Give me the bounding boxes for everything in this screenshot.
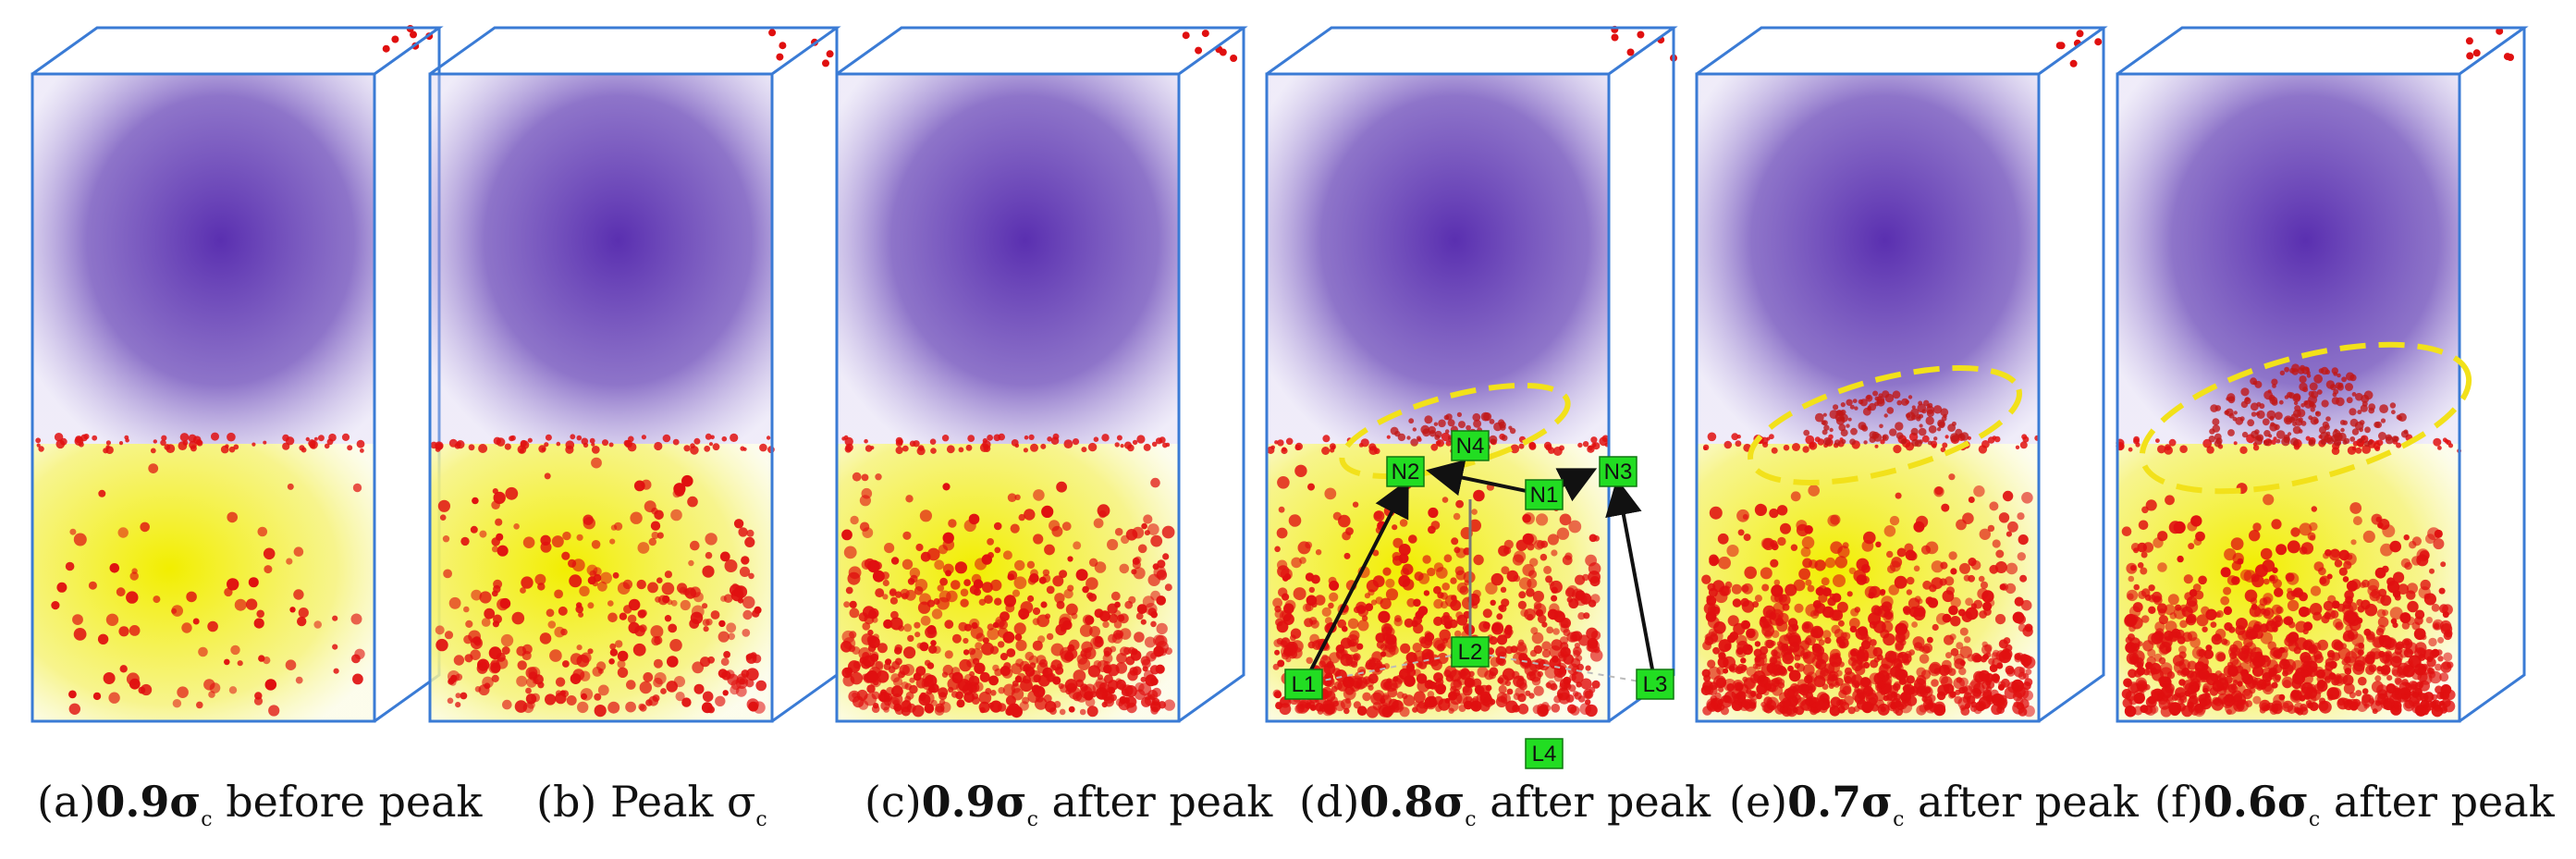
- caption-prefix: (c): [865, 777, 922, 827]
- caption-prefix: (b) Peak σ: [536, 777, 756, 827]
- caption-c: (c)0.9σc after peak: [865, 777, 1272, 831]
- upper-region: [2117, 74, 2459, 444]
- node-n1: N1: [1525, 479, 1564, 510]
- caption-subscript: c: [201, 808, 213, 832]
- failure-zone-ellipse: [1748, 365, 2022, 485]
- upper-region: [837, 74, 1179, 444]
- panels-group: [31, 25, 2529, 723]
- caption-suffix: after peak: [1476, 777, 1711, 827]
- caption-value: 0.7σ: [1787, 777, 1894, 827]
- node-n3: N3: [1599, 456, 1638, 487]
- box-wireframe: [835, 26, 1248, 723]
- node-l1: L1: [1284, 669, 1323, 700]
- particle-cloud: [1700, 30, 2103, 718]
- panel-c: [835, 26, 1248, 723]
- node-l3: L3: [1636, 669, 1674, 700]
- caption-value: 0.8σ: [1359, 777, 1466, 827]
- upper-region: [32, 74, 374, 444]
- caption-suffix: after peak: [1904, 777, 2139, 827]
- particle-cloud: [840, 30, 1238, 718]
- node-n4: N4: [1451, 430, 1490, 461]
- node-label: N1: [1530, 483, 1559, 508]
- annotations-group: N1 N2 N3 N4 L1 L2 L3 L4: [1284, 430, 1674, 769]
- upper-region: [430, 74, 772, 444]
- particle-cloud: [2116, 27, 2514, 718]
- node-l2: L2: [1451, 636, 1490, 668]
- caption-suffix: before peak: [212, 777, 483, 827]
- panel-d: [1265, 25, 1678, 723]
- box-wireframe: [2116, 26, 2529, 723]
- caption-value: 0.6σ: [2202, 777, 2309, 827]
- failure-zone-ellipse: [2139, 341, 2472, 495]
- panel-a: [31, 25, 444, 723]
- caption-value: 0.9σ: [95, 777, 202, 827]
- caption-subscript: c: [1465, 808, 1477, 832]
- caption-f: (f)0.6σc after peak: [2154, 777, 2555, 831]
- lower-region: [32, 444, 374, 721]
- node-label: L4: [1532, 742, 1557, 767]
- particle-cloud: [35, 25, 434, 717]
- caption-value: 0.9σ: [921, 777, 1027, 827]
- caption-subscript: c: [1026, 808, 1038, 832]
- panel-f: [2116, 26, 2529, 723]
- node-n2: N2: [1386, 456, 1425, 487]
- caption-prefix: (e): [1729, 777, 1788, 827]
- caption-b: (b) Peak σc: [536, 777, 767, 831]
- caption-subscript: c: [755, 808, 767, 832]
- caption-d: (d)0.8σc after peak: [1299, 777, 1711, 831]
- panel-b: [428, 26, 841, 723]
- arrow-L3-N3: [1605, 478, 1657, 685]
- box-wireframe: [1695, 26, 2108, 723]
- node-label: N2: [1392, 460, 1420, 485]
- node-label: N4: [1456, 434, 1485, 459]
- upper-region: [1697, 74, 2039, 444]
- caption-prefix: (a): [37, 777, 96, 827]
- node-label: L2: [1458, 640, 1483, 665]
- caption-subscript: c: [1893, 808, 1905, 832]
- panel-e: [1695, 26, 2108, 723]
- caption-suffix: after peak: [1037, 777, 1273, 827]
- node-l4: L4: [1525, 738, 1564, 769]
- caption-suffix: after peak: [2320, 777, 2555, 827]
- node-label: L1: [1292, 672, 1317, 697]
- upper-region: [1267, 74, 1609, 444]
- caption-a: (a)0.9σc before peak: [37, 777, 482, 831]
- caption-prefix: (d): [1299, 777, 1360, 827]
- node-label: N3: [1604, 460, 1633, 485]
- caption-e: (e)0.7σc after peak: [1729, 777, 2139, 831]
- node-label: L3: [1643, 672, 1668, 697]
- arrow-L1-N2: [1302, 478, 1409, 685]
- caption-subscript: c: [2308, 808, 2321, 832]
- caption-prefix: (f): [2154, 777, 2203, 827]
- particle-cloud: [430, 29, 834, 718]
